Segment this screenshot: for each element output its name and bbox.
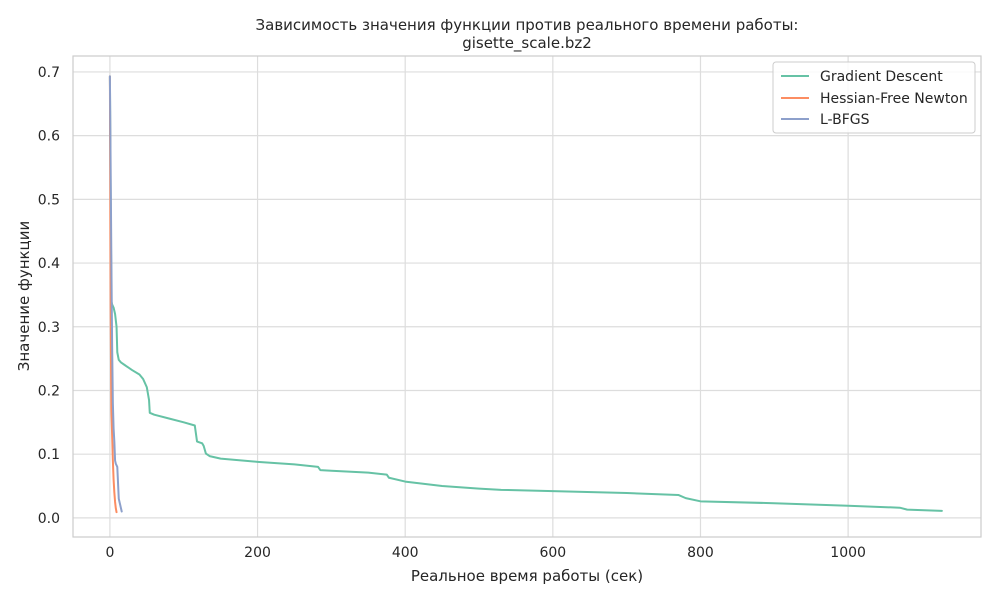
x-tick-label: 1000 xyxy=(830,545,866,561)
x-axis-label: Реальное время работы (сек) xyxy=(411,567,643,585)
x-tick-label: 200 xyxy=(244,545,271,561)
legend-label-gradient-descent: Gradient Descent xyxy=(820,69,943,85)
series-line-hessian-free-newton xyxy=(108,75,118,514)
series-line-gradient-descent xyxy=(108,75,943,512)
y-tick-label: 0.5 xyxy=(38,192,60,208)
y-axis-label: Значение функции xyxy=(15,221,33,372)
legend: Gradient Descent Hessian-Free Newton L-B… xyxy=(772,61,976,134)
y-tick-label: 0.0 xyxy=(38,511,60,527)
x-tick-label: 600 xyxy=(539,545,566,561)
grid xyxy=(73,56,981,537)
plot-area-frame xyxy=(72,55,982,538)
series-line-l-bfgs xyxy=(108,75,123,513)
y-tick-label: 0.3 xyxy=(38,320,60,336)
y-tick-label: 0.2 xyxy=(38,383,60,399)
y-tick-label: 0.4 xyxy=(38,256,60,272)
x-tick-label: 400 xyxy=(392,545,419,561)
legend-label-l-bfgs: L-BFGS xyxy=(820,112,870,128)
series-lines xyxy=(108,75,943,514)
legend-label-hessian-free-newton: Hessian-Free Newton xyxy=(820,91,968,107)
y-tick-label: 0.1 xyxy=(38,447,60,463)
chart-title-line-1: Зависимость значения функции против реал… xyxy=(256,16,799,34)
y-tick-label: 0.7 xyxy=(38,65,60,81)
x-tick-label: 0 xyxy=(105,545,114,561)
y-tick-label: 0.6 xyxy=(38,129,60,145)
chart-title-line-2: gisette_scale.bz2 xyxy=(462,34,592,53)
tick-labels: 0 200 400 600 800 1000 0.0 0.1 0.2 0.3 0.4 0.5 0.6 0.… xyxy=(38,65,866,561)
x-tick-label: 800 xyxy=(687,545,714,561)
legend-frame xyxy=(772,61,976,134)
